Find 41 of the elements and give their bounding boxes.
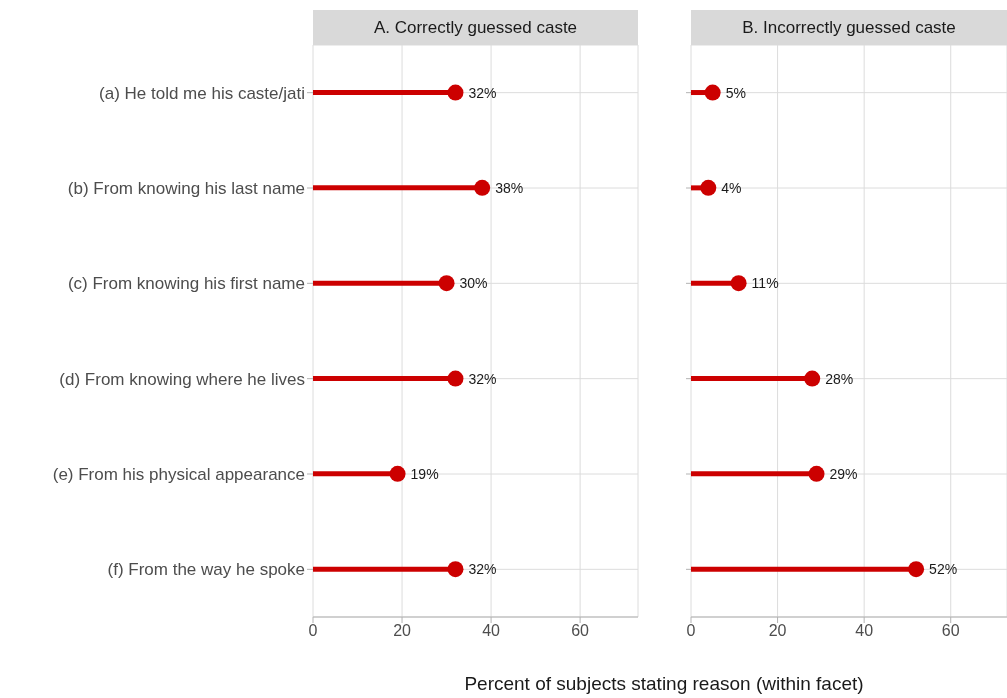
chart-title: A. Correctly guessed caste xyxy=(313,10,638,45)
x-tick-label: 60 xyxy=(571,622,590,640)
data-label: 30% xyxy=(459,275,488,292)
point xyxy=(447,370,464,387)
point xyxy=(704,84,721,101)
point xyxy=(447,561,464,578)
chart-title: B. Incorrectly guessed caste xyxy=(691,10,1007,45)
point xyxy=(804,370,821,387)
data-label: 4% xyxy=(721,179,742,196)
data-label: 11% xyxy=(751,275,779,292)
point xyxy=(389,465,406,482)
data-label: 29% xyxy=(829,465,858,482)
x-tick-label: 0 xyxy=(308,622,318,640)
point xyxy=(447,84,464,101)
x-tick-label: 20 xyxy=(393,622,412,640)
data-label: 38% xyxy=(495,179,524,196)
data-label: 52% xyxy=(929,561,958,578)
data-label: 32% xyxy=(468,370,497,387)
data-label: 28% xyxy=(825,370,854,387)
point xyxy=(474,179,491,196)
data-label: 19% xyxy=(410,465,439,482)
data-label: 5% xyxy=(725,84,746,101)
x-tick-label: 20 xyxy=(768,622,787,640)
x-axis-title: Percent of subjects stating reason (within facet) xyxy=(463,673,865,695)
y-tick-label: (f) From the way he spoke xyxy=(107,560,305,580)
y-tick-label: (a) He told me his caste/jati xyxy=(99,83,305,103)
x-tick-label: 0 xyxy=(686,622,696,640)
data-label: 32% xyxy=(468,561,497,578)
point xyxy=(438,275,455,292)
y-tick-label: (d) From knowing where he lives xyxy=(59,369,305,389)
x-tick-label: 40 xyxy=(855,622,874,640)
point xyxy=(808,465,825,482)
point xyxy=(730,275,747,292)
x-tick-label: 40 xyxy=(482,622,501,640)
y-tick-label: (b) From knowing his last name xyxy=(67,179,305,199)
y-tick-label: (e) From his physical appearance xyxy=(52,465,305,485)
y-tick-label: (c) From knowing his first name xyxy=(67,274,305,294)
x-tick-label: 60 xyxy=(941,622,960,640)
point xyxy=(908,561,925,578)
data-label: 32% xyxy=(468,84,497,101)
point xyxy=(700,179,717,196)
